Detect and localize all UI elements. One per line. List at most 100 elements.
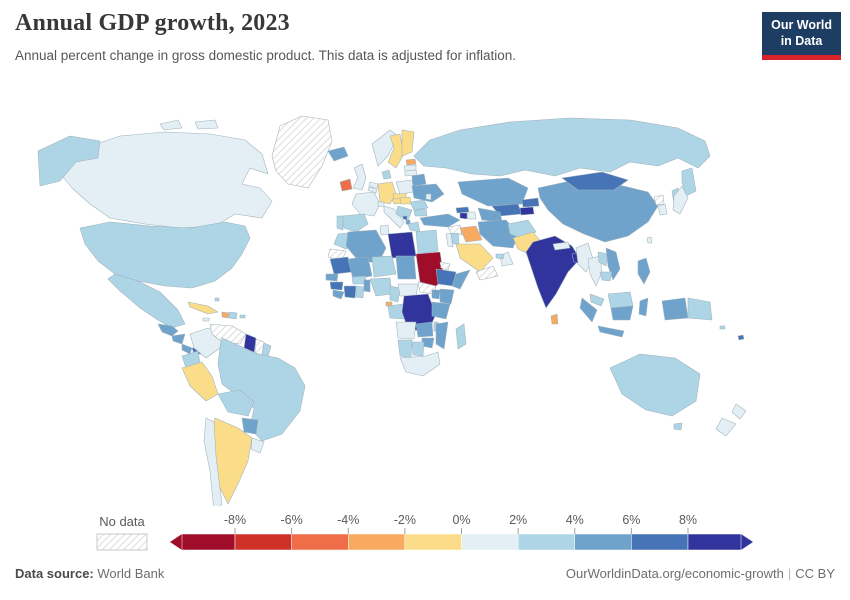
legend-bin[interactable] (574, 533, 632, 551)
country-shape[interactable] (519, 206, 535, 216)
country-shape[interactable] (525, 235, 581, 309)
country-shape[interactable] (241, 417, 259, 435)
country-shape[interactable] (239, 314, 246, 319)
country-shape[interactable] (395, 321, 417, 340)
country-shape[interactable] (610, 305, 634, 321)
country-shape[interactable] (341, 213, 369, 233)
country-shape[interactable] (383, 205, 405, 229)
country-shape[interactable] (661, 297, 689, 321)
country-shape[interactable] (214, 297, 220, 302)
country-shape[interactable] (413, 117, 711, 177)
country-shape[interactable] (459, 212, 468, 220)
country-shape[interactable] (672, 185, 689, 215)
country-shape[interactable] (404, 169, 418, 177)
country-shape[interactable] (605, 247, 621, 281)
country-shape[interactable] (405, 158, 417, 166)
country-shape[interactable] (431, 301, 451, 320)
country-shape[interactable] (381, 169, 392, 180)
country-shape[interactable] (352, 163, 367, 191)
country-shape[interactable] (455, 323, 467, 350)
country-shape[interactable] (657, 203, 668, 216)
country-shape[interactable] (552, 241, 571, 251)
country-shape[interactable] (347, 256, 373, 280)
country-shape[interactable] (329, 281, 344, 291)
owid-logo[interactable]: Our World in Data (762, 12, 841, 61)
country-shape[interactable] (477, 219, 519, 249)
country-shape[interactable] (371, 255, 397, 278)
country-shape[interactable] (395, 255, 417, 280)
legend-bin[interactable] (348, 533, 406, 551)
country-shape[interactable] (425, 193, 432, 201)
country-shape[interactable] (653, 194, 665, 206)
country-shape[interactable] (401, 129, 415, 157)
country-shape[interactable] (369, 277, 393, 297)
legend-bin[interactable] (461, 533, 519, 551)
country-shape[interactable] (367, 186, 378, 194)
country-shape[interactable] (457, 177, 529, 207)
country-shape[interactable] (409, 199, 429, 211)
country-shape[interactable] (379, 224, 390, 236)
country-shape[interactable] (687, 297, 713, 321)
country-shape[interactable] (217, 337, 306, 442)
country-shape[interactable] (157, 323, 179, 337)
country-shape[interactable] (181, 361, 219, 402)
legend-bin[interactable] (181, 533, 236, 551)
country-shape[interactable] (413, 208, 428, 217)
country-shape[interactable] (387, 231, 417, 259)
country-shape[interactable] (475, 265, 499, 281)
country-shape[interactable] (79, 221, 251, 289)
country-shape[interactable] (228, 311, 238, 320)
country-shape[interactable] (395, 179, 415, 195)
country-shape[interactable] (638, 297, 649, 317)
country-shape[interactable] (495, 253, 505, 260)
no-data-swatch[interactable] (96, 533, 148, 551)
country-shape[interactable] (57, 131, 273, 229)
country-shape[interactable] (550, 313, 559, 325)
country-shape[interactable] (411, 173, 427, 187)
country-shape[interactable] (387, 133, 405, 169)
country-shape[interactable] (355, 285, 365, 299)
country-shape[interactable] (431, 289, 441, 300)
country-shape[interactable] (415, 229, 439, 255)
country-shape[interactable] (731, 403, 747, 420)
country-shape[interactable] (181, 343, 193, 355)
legend-bin[interactable] (631, 533, 689, 551)
country-shape[interactable] (187, 301, 219, 315)
country-shape[interactable] (389, 285, 401, 303)
country-shape[interactable] (411, 341, 425, 357)
country-shape[interactable] (589, 293, 605, 307)
owid-link[interactable]: OurWorldinData.org/economic-growth (565, 566, 784, 581)
country-shape[interactable] (579, 297, 598, 323)
country-shape[interactable] (221, 311, 230, 319)
country-shape[interactable] (336, 215, 344, 231)
country-shape[interactable] (194, 119, 219, 130)
legend-arrow-left[interactable] (170, 534, 182, 550)
country-shape[interactable] (447, 224, 463, 236)
legend-bin[interactable] (517, 533, 575, 551)
country-shape[interactable] (271, 115, 333, 189)
country-shape[interactable] (171, 333, 186, 345)
country-shape[interactable] (339, 178, 353, 192)
country-shape[interactable] (203, 417, 223, 506)
country-shape[interactable] (435, 321, 449, 350)
country-shape[interactable] (715, 417, 737, 437)
country-shape[interactable] (466, 211, 477, 220)
legend-bin[interactable] (291, 533, 349, 551)
country-shape[interactable] (397, 283, 419, 297)
country-shape[interactable] (455, 243, 494, 273)
country-shape[interactable] (217, 389, 255, 417)
country-shape[interactable] (325, 273, 339, 282)
country-shape[interactable] (332, 289, 345, 300)
country-shape[interactable] (599, 271, 613, 282)
country-shape[interactable] (673, 422, 683, 431)
country-shape[interactable] (459, 225, 483, 243)
country-shape[interactable] (37, 135, 101, 187)
country-shape[interactable] (439, 261, 451, 271)
country-shape[interactable] (561, 171, 629, 191)
country-shape[interactable] (399, 351, 441, 377)
country-shape[interactable] (209, 323, 247, 345)
country-shape[interactable] (521, 197, 540, 208)
country-shape[interactable] (327, 146, 349, 162)
legend-bin[interactable] (404, 533, 462, 551)
country-shape[interactable] (737, 334, 745, 341)
